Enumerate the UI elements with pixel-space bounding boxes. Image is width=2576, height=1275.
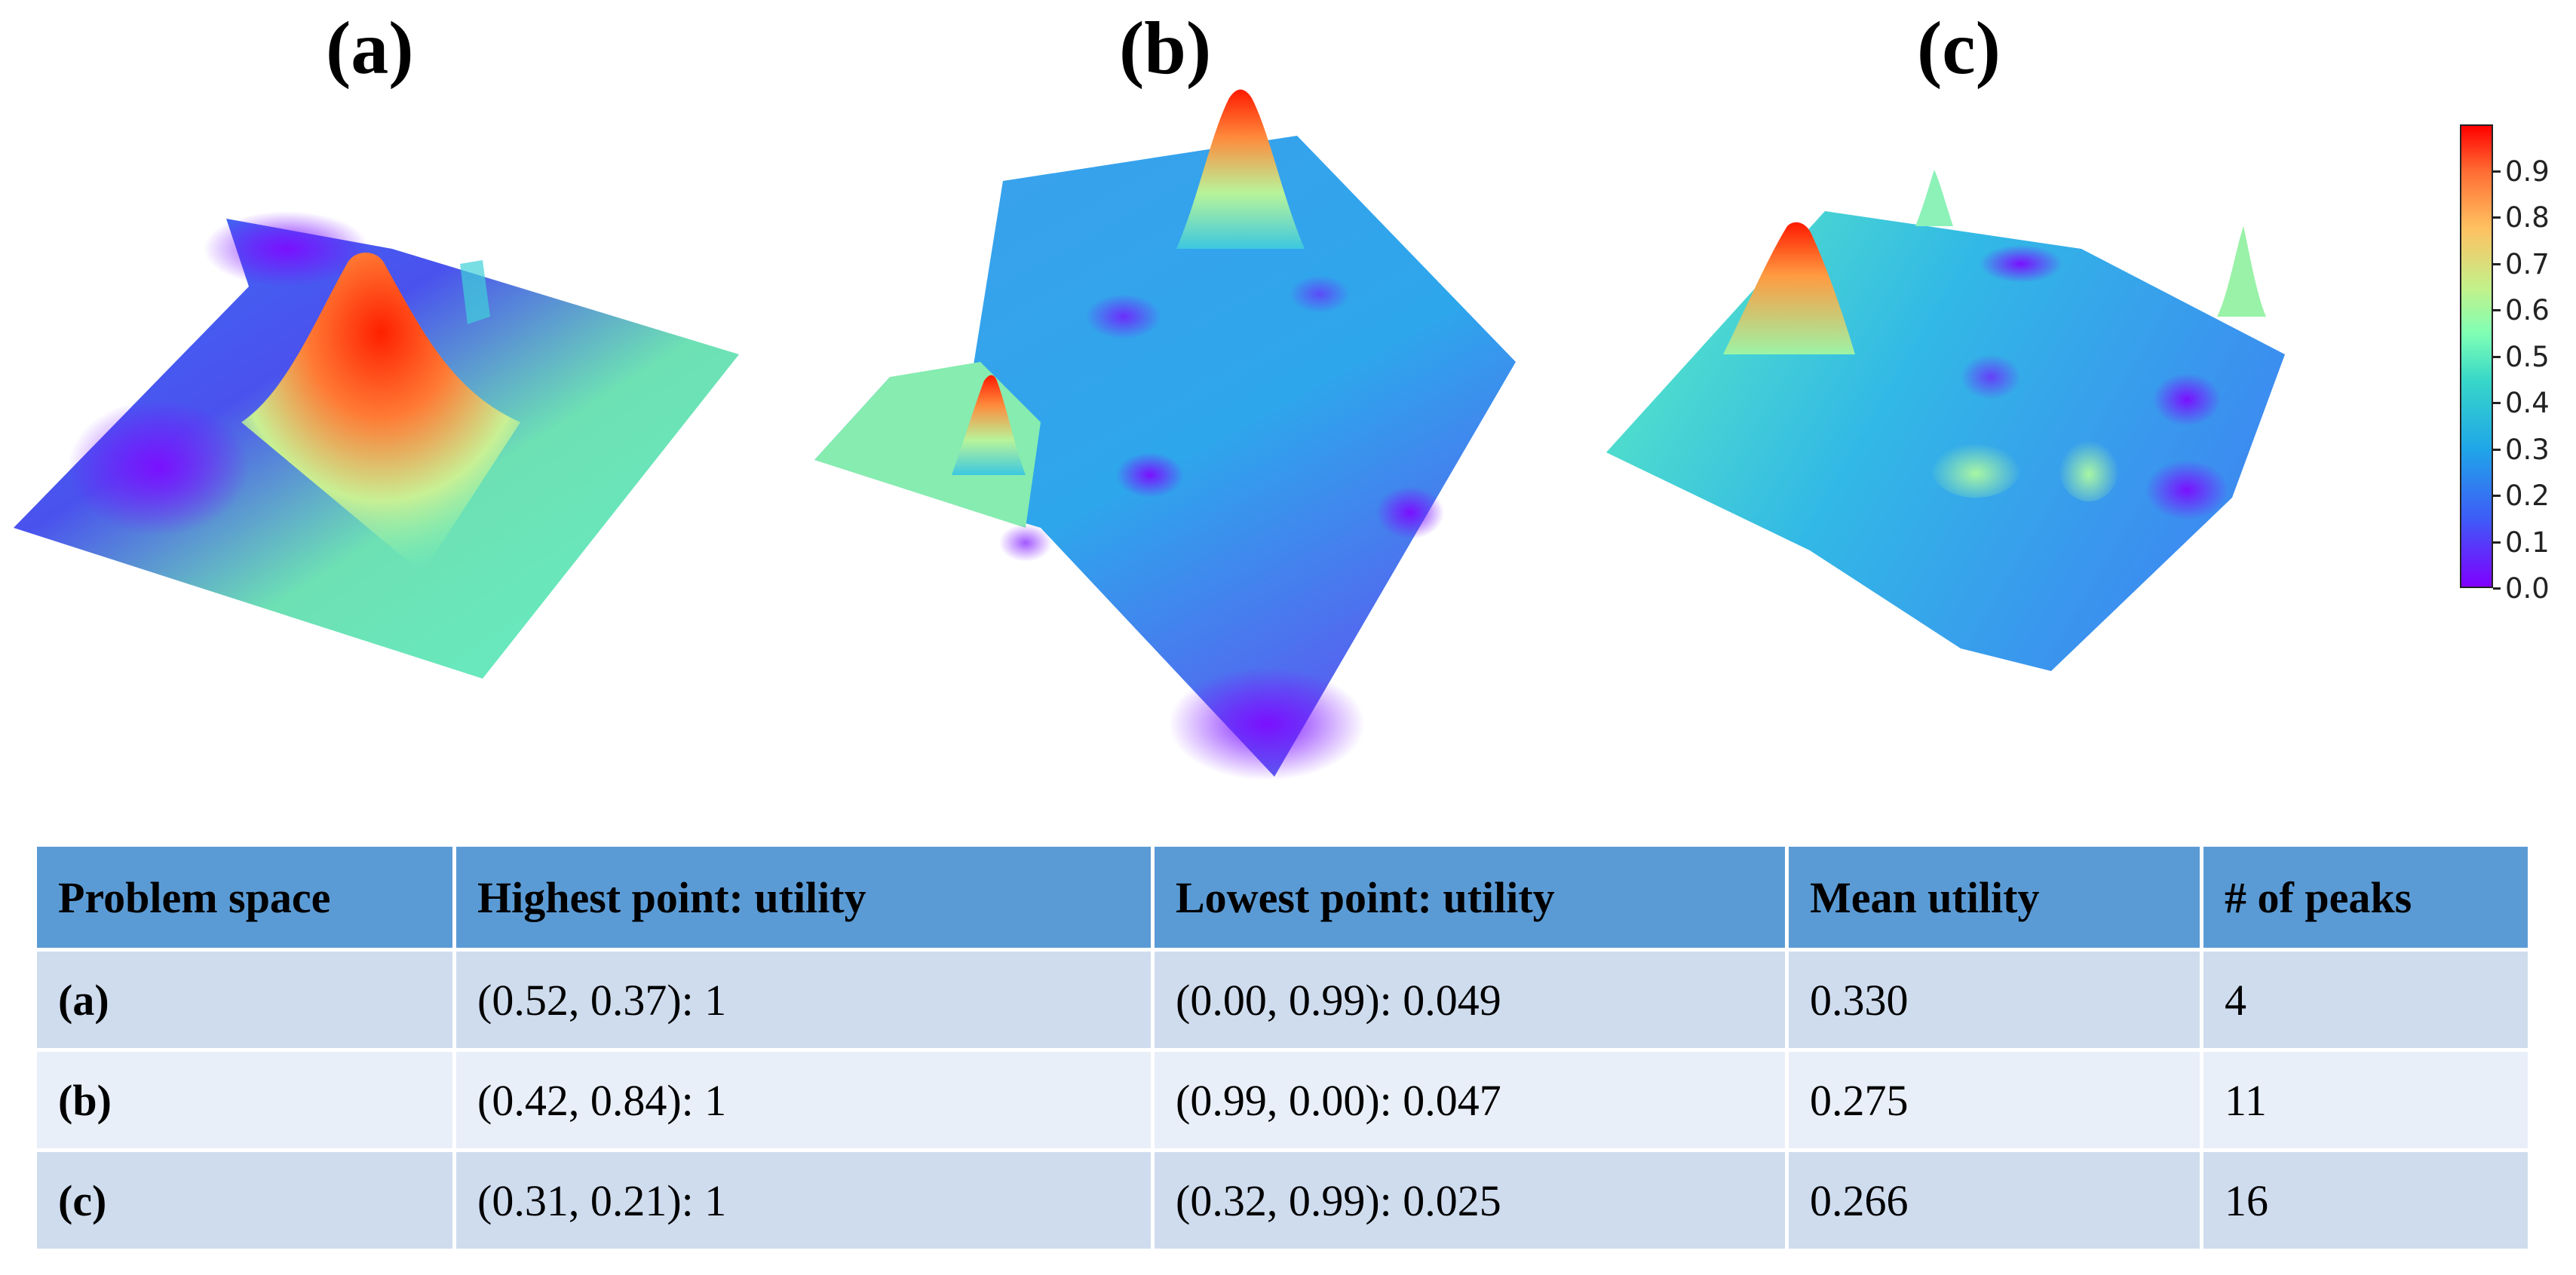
colorbar-tick-label: 0.9 <box>2505 155 2550 188</box>
colorbar-tick <box>2493 262 2501 265</box>
table-header-cell: Mean utility <box>1785 843 2203 952</box>
table-cell: (a) <box>33 948 456 1052</box>
table-cell: 0.266 <box>1785 1148 2203 1252</box>
table-row: (a) (0.52, 0.37): 1 (0.00, 0.99): 0.049 … <box>33 948 2532 1052</box>
colorbar-tick-label: 0.5 <box>2505 340 2550 373</box>
table-cell: (0.31, 0.21): 1 <box>452 1148 1155 1252</box>
table-row: (c) (0.31, 0.21): 1 (0.32, 0.99): 0.025 … <box>33 1148 2532 1252</box>
surface-b <box>814 89 1516 780</box>
table-header-row: Problem space Highest point: utility Low… <box>33 843 2532 952</box>
colorbar-tick <box>2493 402 2501 404</box>
colorbar-tick-label: 0.7 <box>2505 247 2550 280</box>
table-cell: 0.330 <box>1785 948 2203 1052</box>
table-cell: (0.52, 0.37): 1 <box>452 948 1155 1052</box>
results-table: Problem space Highest point: utility Low… <box>33 843 2532 1252</box>
colorbar-tick <box>2493 170 2501 173</box>
colorbar-tick <box>2493 216 2501 219</box>
colorbar-tick-label: 0.6 <box>2505 294 2550 326</box>
colorbar-tick-label: 0.3 <box>2505 433 2550 466</box>
table-cell: (b) <box>33 1048 456 1152</box>
table-header-cell: # of peaks <box>2200 843 2532 952</box>
table-header-cell: Lowest point: utility <box>1151 843 1789 952</box>
colorbar-tick-label: 0.2 <box>2505 480 2550 512</box>
table-cell: (0.00, 0.99): 0.049 <box>1151 948 1789 1052</box>
colorbar-tick <box>2493 495 2501 497</box>
table-cell: 16 <box>2200 1148 2532 1252</box>
colorbar-tick <box>2493 587 2501 590</box>
colorbar-tick-label: 0.1 <box>2505 526 2550 559</box>
panel-label-a: (a) <box>326 6 414 90</box>
table-cell: 11 <box>2200 1048 2532 1152</box>
panel-label-b: (b) <box>1119 6 1212 90</box>
surface-c <box>1606 170 2285 671</box>
table-cell: (c) <box>33 1148 456 1252</box>
table-cell: (0.99, 0.00): 0.047 <box>1151 1048 1789 1152</box>
colorbar-tick <box>2493 541 2501 544</box>
colorbar-tick-label: 0.8 <box>2505 201 2550 234</box>
colorbar <box>2460 124 2493 588</box>
table-cell: (0.42, 0.84): 1 <box>452 1048 1155 1152</box>
colorbar-tick <box>2493 309 2501 311</box>
table-cell: (0.32, 0.99): 0.025 <box>1151 1148 1789 1252</box>
panel-label-c: (c) <box>1917 6 2001 90</box>
table-cell: 4 <box>2200 948 2532 1052</box>
colorbar-tick-label: 0.0 <box>2505 572 2550 605</box>
surface-plots <box>14 89 2285 780</box>
surface-a <box>14 211 739 679</box>
colorbar-tick-label: 0.4 <box>2505 387 2550 419</box>
table-header-cell: Highest point: utility <box>452 843 1155 952</box>
colorbar-tick <box>2493 448 2501 451</box>
colorbar-tick <box>2493 355 2501 358</box>
table-cell: 0.275 <box>1785 1048 2203 1152</box>
table-row: (b) (0.42, 0.84): 1 (0.99, 0.00): 0.047 … <box>33 1048 2532 1152</box>
table-header-cell: Problem space <box>33 843 456 952</box>
